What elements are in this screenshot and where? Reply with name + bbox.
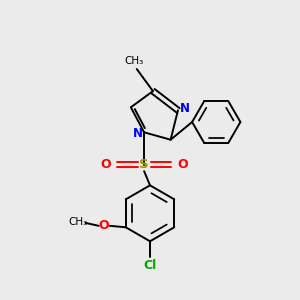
Text: S: S xyxy=(139,158,149,171)
Text: O: O xyxy=(100,158,111,171)
Text: CH₃: CH₃ xyxy=(68,217,88,227)
Text: Cl: Cl xyxy=(143,259,157,272)
Text: O: O xyxy=(99,219,109,232)
Text: CH₃: CH₃ xyxy=(125,56,144,66)
Text: N: N xyxy=(179,102,190,115)
Text: O: O xyxy=(178,158,188,171)
Text: N: N xyxy=(133,127,143,140)
